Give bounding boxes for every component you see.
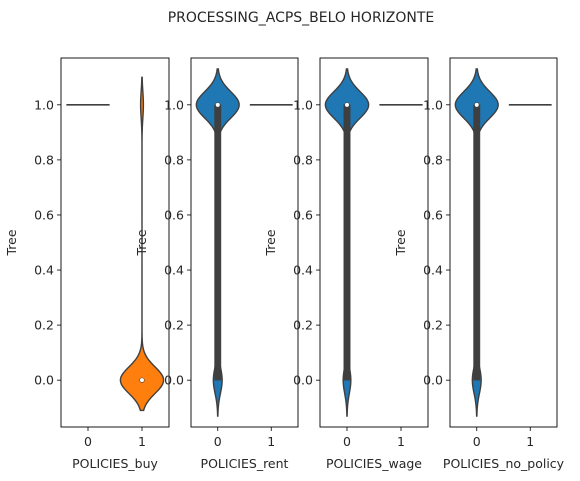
y-tick-label: 0.6 — [423, 207, 443, 222]
x-tick-label: 0 — [473, 434, 481, 449]
x-axis-label: POLICIES_buy — [72, 456, 158, 471]
y-tick-label: 1.0 — [34, 97, 54, 112]
y-tick-label: 0.8 — [423, 152, 443, 167]
axes-frame — [60, 57, 170, 428]
y-tick-label: 0.6 — [293, 207, 313, 222]
x-axis-label: POLICIES_wage — [326, 456, 422, 471]
y-tick-label: 0.6 — [164, 207, 184, 222]
violin-body-1 — [119, 76, 165, 412]
y-tick-label: 0.4 — [164, 263, 184, 278]
violin-median — [139, 377, 145, 383]
x-tick-label: 1 — [138, 434, 146, 449]
y-axis-label: Tree — [393, 229, 408, 256]
subplot-panels: 0.00.20.40.60.81.00 1POLICIES_buyTree0.00… — [4, 57, 565, 471]
y-axis-label: Tree — [4, 229, 19, 256]
y-tick-label: 1.0 — [423, 97, 443, 112]
y-tick-label: 0.0 — [164, 373, 184, 388]
x-axis-label: POLICIES_no_policy — [443, 456, 565, 471]
axes-frame — [319, 57, 429, 428]
y-tick-label: 0.2 — [423, 318, 443, 333]
axes-frame — [449, 57, 558, 428]
y-tick-label: 0.4 — [423, 263, 443, 278]
x-axis-label: POLICIES_rent — [201, 456, 289, 471]
y-tick-label: 0.6 — [34, 207, 54, 222]
y-tick-label: 0.4 — [293, 263, 313, 278]
x-tick-label: 0 — [343, 434, 351, 449]
x-tick-label: 0 — [84, 434, 92, 449]
violin-iqr-box — [343, 104, 351, 381]
figure-title: PROCESSING_ACPS_BELO HORIZONTE — [168, 10, 435, 26]
axes-frame — [190, 57, 299, 428]
y-tick-label: 0.2 — [164, 318, 184, 333]
x-tick-label: 0 — [214, 434, 222, 449]
subplot-4: 0.0 0.2 0.4 0.6 0.8 1.0 0 1 POLICIES_no_policy Tr… — [393, 57, 565, 471]
y-tick-label: 0.4 — [34, 263, 54, 278]
violin-iqr-box — [473, 104, 481, 381]
y-axis-label: Tree — [134, 229, 149, 256]
y-tick-label: 1.0 — [293, 97, 313, 112]
y-tick-label: 0.2 — [293, 318, 313, 333]
y-tick-label: 0.0 — [293, 373, 313, 388]
y-tick-label: 0.8 — [164, 152, 184, 167]
subplot-2: 0.0 0.2 0.4 0.6 0.8 1.0 0 1 POLICIES_rent Tree — [134, 57, 299, 471]
y-tick-label: 0.0 — [34, 373, 54, 388]
violin-median — [215, 102, 221, 108]
violin-iqr-box — [214, 104, 222, 381]
subplot-1: 0.0 0.2 0.4 0.6 0.8 1.0 0 1 POLICIES_buy Tree — [4, 57, 170, 471]
y-tick-label: 0.0 — [423, 373, 443, 388]
y-tick-label: 1.0 — [164, 97, 184, 112]
subplot-3: 0.0 0.2 0.4 0.6 0.8 1.0 0 1 POLICIES_wage Tree — [263, 57, 429, 471]
y-tick-label: 0.8 — [34, 152, 54, 167]
y-tick-label: 0.2 — [34, 318, 54, 333]
x-tick-label: 1 — [397, 434, 405, 449]
violin-median — [474, 102, 480, 108]
x-tick-label: 1 — [526, 434, 534, 449]
violin-median — [344, 102, 350, 108]
x-tick-label: 1 — [267, 434, 275, 449]
y-axis-label: Tree — [263, 229, 278, 256]
y-tick-label: 0.8 — [293, 152, 313, 167]
